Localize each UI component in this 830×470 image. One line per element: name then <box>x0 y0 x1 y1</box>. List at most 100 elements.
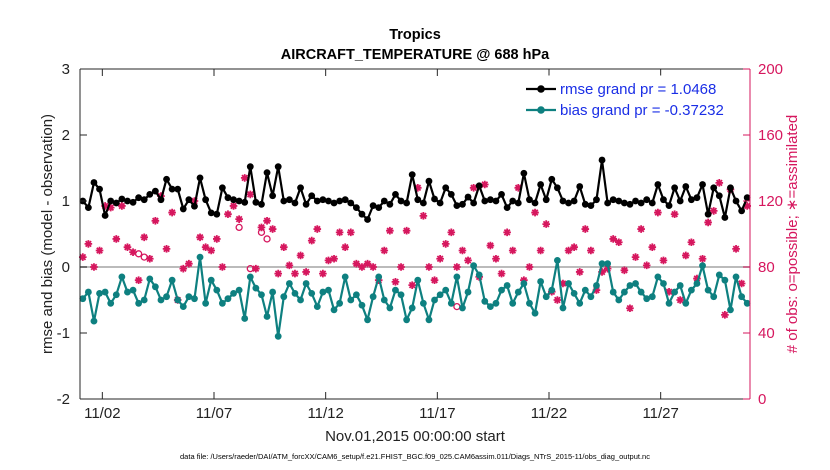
rmse-point <box>470 199 478 207</box>
rmse-point <box>486 196 494 204</box>
rmse-point <box>269 192 277 200</box>
rmse-point <box>336 197 344 205</box>
obs-assimilated-point <box>453 263 461 271</box>
bias-point <box>464 288 472 296</box>
rmse-point <box>263 169 271 177</box>
rmse-point <box>341 196 349 204</box>
obs-assimilated-point <box>90 263 98 271</box>
rmse-point <box>258 200 265 208</box>
y2-tick-label: 0 <box>758 391 766 408</box>
rmse-point <box>559 197 567 205</box>
rmse-point <box>665 202 673 210</box>
bias-point <box>151 283 159 291</box>
obs-assimilated-point <box>570 243 578 251</box>
bias-point <box>526 299 533 307</box>
y2-tick-label: 40 <box>758 325 775 342</box>
rmse-point <box>447 191 455 198</box>
obs-assimilated-point <box>553 296 562 304</box>
bias-point <box>319 288 327 296</box>
y-tick-label: -2 <box>57 391 70 408</box>
rmse-point <box>124 197 131 205</box>
rmse-point <box>660 196 667 204</box>
rmse-point <box>90 179 98 186</box>
obs-assimilated-point <box>654 208 662 217</box>
rmse-point <box>352 204 360 212</box>
bias-point <box>179 303 187 310</box>
rmse-point <box>369 202 377 210</box>
bias-point <box>336 299 344 307</box>
bias-point <box>637 288 645 296</box>
obs-assimilated-point <box>698 254 707 263</box>
bias-point <box>498 286 505 294</box>
rmse-point <box>297 184 304 192</box>
bias-point <box>380 296 388 304</box>
bias-point <box>492 299 500 307</box>
rmse-point <box>671 184 679 192</box>
rmse-point <box>704 210 712 218</box>
rmse-point <box>526 196 533 204</box>
rmse-point <box>151 187 159 195</box>
obs-assimilated-point <box>84 240 93 248</box>
y-axis-label: rmse and bias (model - observation) <box>39 114 56 354</box>
bias-point <box>269 288 277 296</box>
legend: rmse grand pr = 1.0468 bias grand pr = -… <box>519 75 746 124</box>
obs-assimilated-point <box>240 174 249 182</box>
axis-layer: -2 -1 0 1 2 3 0 40 80 120 160 200 11/02 11/07 11/12 11/… <box>57 61 783 422</box>
bias-point <box>743 299 751 307</box>
obs-possible-point <box>263 235 271 243</box>
bias-point <box>230 290 237 297</box>
obs-assimilated-point <box>497 269 506 278</box>
obs-assimilated-point <box>659 256 668 265</box>
obs-assimilated-point <box>592 286 601 294</box>
obs-assimilated-point <box>587 246 595 255</box>
rmse-point <box>676 197 684 205</box>
bias-point <box>648 293 656 301</box>
obs-assimilated-point <box>201 243 210 251</box>
bias-point <box>475 271 483 279</box>
rmse-point <box>414 196 422 204</box>
obs-assimilated-point <box>419 212 428 220</box>
obs-assimilated-point <box>397 263 405 271</box>
rmse-point <box>207 209 215 217</box>
obs-assimilated-point <box>514 184 523 192</box>
rmse-point <box>682 183 690 190</box>
bias-point <box>397 291 405 299</box>
legend-bias-marker <box>537 106 545 114</box>
y2-tick-label: 80 <box>758 259 775 276</box>
bias-point <box>403 316 411 324</box>
obs-assimilated-point <box>665 287 673 296</box>
rmse-point <box>241 198 249 206</box>
y2-axis-label: # of obs: o=possible; ∗=assimilated <box>784 115 801 354</box>
rmse-point <box>514 199 522 207</box>
x-tick-label: 11/07 <box>196 405 232 422</box>
obs-assimilated-point <box>319 269 327 278</box>
bias-point <box>442 286 450 294</box>
obs-assimilated-point <box>458 246 467 255</box>
obs-assimilated-point <box>257 223 266 232</box>
rmse-point <box>425 177 433 185</box>
obs-assimilated-point <box>140 233 149 242</box>
bias-point <box>704 286 712 294</box>
y-tick-label: 2 <box>62 127 70 144</box>
x-tick-label: 11/17 <box>419 405 455 422</box>
obs-assimilated-point <box>380 246 389 255</box>
bias-point <box>710 293 718 301</box>
bias-point <box>118 273 126 281</box>
bias-point <box>163 293 170 301</box>
obs-assimilated-point <box>743 202 752 210</box>
obs-assimilated-point <box>704 218 712 227</box>
obs-assimilated-point <box>721 311 729 319</box>
bias-point <box>79 295 87 303</box>
bias-point <box>274 332 282 340</box>
bias-point <box>107 299 115 307</box>
bias-point <box>408 304 416 312</box>
obs-assimilated-point <box>425 263 433 271</box>
legend-bias-text: bias grand pr = -0.37232 <box>560 102 724 119</box>
bias-point <box>246 273 254 281</box>
bias-point <box>604 260 612 268</box>
bias-point <box>654 273 662 281</box>
bias-point <box>241 315 249 322</box>
rmse-point <box>129 198 137 206</box>
rmse-point <box>475 182 483 190</box>
legend-rmse-marker <box>537 85 545 93</box>
